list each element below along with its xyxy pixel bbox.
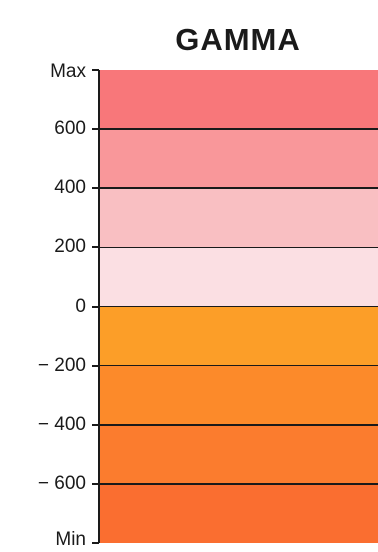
color-band xyxy=(100,306,378,366)
band-divider xyxy=(100,364,378,367)
band-divider xyxy=(100,305,378,308)
scale-tick xyxy=(92,482,99,485)
band-divider xyxy=(100,187,378,190)
scale-tick xyxy=(92,364,99,367)
band-divider xyxy=(100,483,378,485)
scale-tick xyxy=(92,542,99,544)
scale-tick-label: − 200 xyxy=(37,354,86,376)
scale-tick xyxy=(92,128,99,131)
scale-tick-label: − 600 xyxy=(37,472,86,494)
gamma-color-scale xyxy=(98,70,378,543)
scale-tick xyxy=(92,69,99,71)
color-band xyxy=(100,483,378,543)
chart-title: GAMMA xyxy=(175,22,301,57)
scale-tick-label: 200 xyxy=(54,236,86,258)
scale-tick xyxy=(92,187,99,190)
scale-tick xyxy=(92,246,99,249)
scale-tick xyxy=(92,423,99,426)
color-band xyxy=(100,70,378,130)
scale-tick-label: Max xyxy=(50,61,86,82)
scale-tick-label: − 400 xyxy=(37,413,86,435)
band-divider xyxy=(100,128,378,130)
scale-tick-label: Min xyxy=(55,529,86,550)
scale-tick xyxy=(92,305,99,308)
color-band xyxy=(100,129,378,189)
band-divider xyxy=(100,246,378,249)
color-band xyxy=(100,247,378,307)
scale-tick-label: 600 xyxy=(54,118,86,140)
color-band xyxy=(100,188,378,248)
scale-tick-label: 0 xyxy=(75,295,86,317)
color-band xyxy=(100,424,378,484)
band-divider xyxy=(100,423,378,426)
color-band xyxy=(100,365,378,425)
scale-tick-label: 400 xyxy=(54,177,86,199)
